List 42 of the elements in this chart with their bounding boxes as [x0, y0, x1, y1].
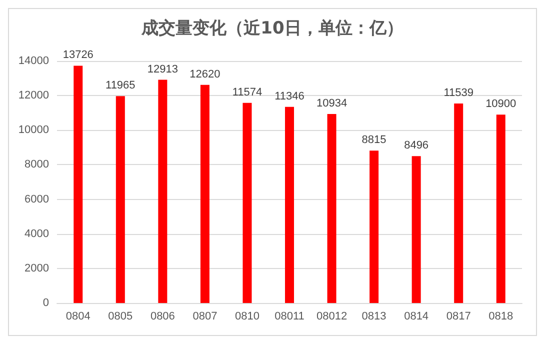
x-tick-label: 0805: [108, 310, 133, 322]
data-label: 13726: [62, 49, 94, 62]
chart-title: 成交量变化（近10日，单位：亿）: [140, 18, 404, 38]
data-label: 11346: [274, 90, 304, 102]
y-tick-label: 4000: [24, 228, 49, 240]
data-label: 11539: [444, 87, 474, 100]
y-tick-label: 0: [42, 297, 49, 309]
bar: [158, 80, 168, 303]
bar: [200, 84, 210, 303]
x-tick-label: 08011: [274, 310, 304, 322]
x-tick-label: 0807: [192, 310, 218, 322]
data-label: 11574: [232, 86, 262, 98]
y-tick-label: 10000: [18, 124, 49, 136]
y-tick-label: 6000: [24, 193, 49, 206]
bar: [327, 114, 336, 303]
y-tick-label: 2000: [24, 262, 49, 274]
bar: [496, 114, 506, 303]
x-tick-label: 0813: [362, 310, 386, 322]
bar: [242, 102, 252, 303]
x-tick-label: 0806: [150, 310, 175, 322]
bar: [116, 96, 125, 303]
x-tick-label: 0804: [66, 310, 90, 322]
x-tick-label: 08012: [316, 310, 348, 322]
bar: [454, 104, 464, 303]
x-tick-label: 0817: [446, 310, 471, 322]
bar: [74, 66, 83, 303]
bar: [370, 150, 379, 303]
data-label: 8815: [362, 134, 386, 146]
bar: [285, 106, 294, 303]
y-tick-label: 14000: [18, 55, 49, 67]
data-label: 12620: [190, 68, 220, 80]
data-label: 11965: [106, 80, 136, 92]
data-label: 8496: [404, 140, 429, 152]
data-label: 10900: [486, 98, 516, 110]
bar: [412, 156, 421, 303]
data-label: 10934: [316, 98, 348, 110]
y-tick-label: 12000: [18, 90, 49, 102]
x-tick-label: 0810: [234, 310, 260, 322]
data-label: 12913: [147, 63, 178, 76]
x-tick-label: 0818: [488, 310, 514, 322]
x-tick-label: 0814: [404, 310, 429, 322]
y-tick-label: 8000: [24, 158, 49, 171]
